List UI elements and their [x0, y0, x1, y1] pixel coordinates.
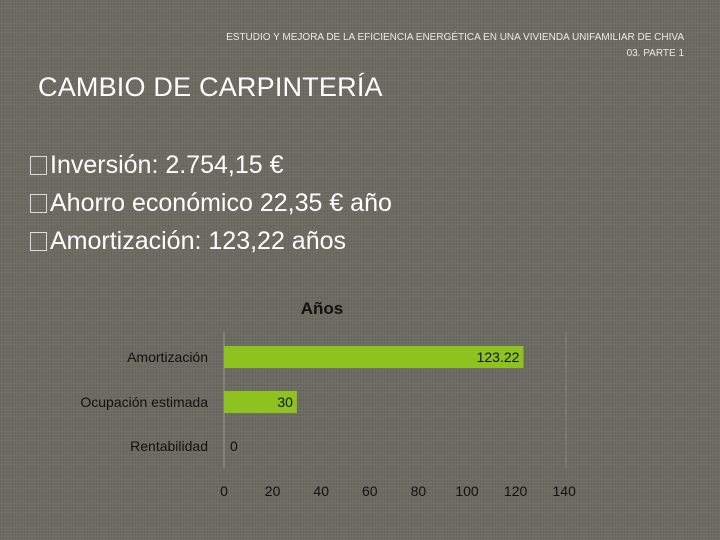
- x-tick-label: 40: [313, 483, 329, 499]
- data-label: 30: [277, 394, 293, 410]
- bullet-text-inversion: Inversión: 2.754,15 €: [50, 151, 284, 179]
- header-line-1: ESTUDIO Y MEJORA DE LA EFICIENCIA ENERGÉ…: [226, 32, 684, 43]
- category-label: Rentabilidad: [130, 438, 208, 454]
- x-tick-label: 20: [265, 483, 281, 499]
- bar-chart: Años Amortización 123.22 Ocupación estimad…: [80, 299, 576, 499]
- x-tick-label: 100: [455, 483, 479, 499]
- header-line-2: 03. PARTE 1: [626, 48, 684, 59]
- bar: [224, 346, 524, 368]
- data-label: 0: [230, 438, 238, 454]
- bullet-text-ahorro: Ahorro económico 22,35 € año: [50, 189, 392, 217]
- category-label: Ocupación estimada: [80, 394, 208, 410]
- chart-marks: Amortización 123.22 Ocupación estimada 30 Re…: [80, 332, 576, 499]
- bullet-item-ahorro: Ahorro económico 22,35 € año: [30, 184, 392, 222]
- bullet-list: Inversión: 2.754,15 € Ahorro económico 2…: [30, 146, 392, 260]
- x-tick-label: 60: [362, 483, 378, 499]
- x-tick-label: 0: [220, 483, 228, 499]
- slide-header: ESTUDIO Y MEJORA DE LA EFICIENCIA ENERGÉ…: [124, 30, 684, 62]
- bar: [224, 391, 297, 413]
- category-label: Amortización: [127, 349, 208, 365]
- bullet-item-inversion: Inversión: 2.754,15 €: [30, 146, 392, 184]
- x-tick-label: 120: [504, 483, 528, 499]
- bullet-box-icon: [30, 156, 47, 175]
- bullet-item-amortizacion: Amortización: 123,22 años: [30, 222, 392, 260]
- x-tick-label: 140: [553, 483, 577, 499]
- slide-title: CAMBIO DE CARPINTERÍA: [38, 72, 383, 102]
- chart-title: Años: [301, 299, 344, 318]
- x-tick-label: 80: [411, 483, 427, 499]
- bullet-box-icon: [30, 232, 47, 251]
- bullet-text-amortizacion: Amortización: 123,22 años: [50, 227, 347, 255]
- data-label: 123.22: [477, 349, 520, 365]
- bullet-box-icon: [30, 194, 47, 213]
